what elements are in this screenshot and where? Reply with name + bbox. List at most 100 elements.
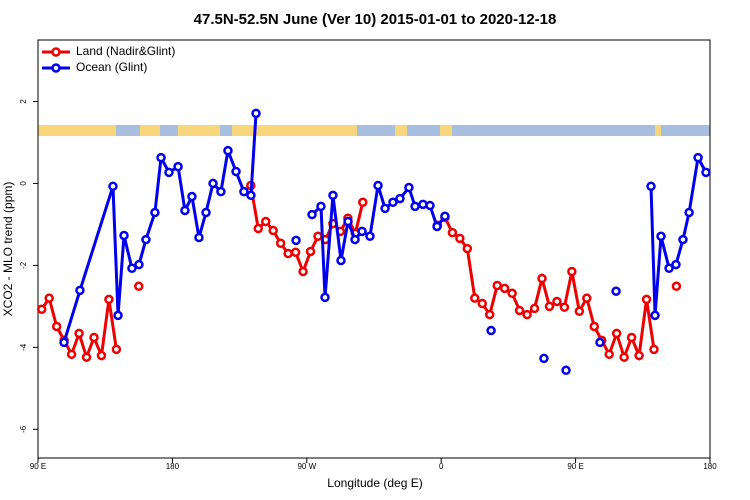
series-line xyxy=(62,113,708,343)
point xyxy=(180,205,190,216)
point xyxy=(119,230,129,241)
point xyxy=(81,352,92,362)
point xyxy=(59,337,69,348)
point xyxy=(477,298,488,309)
point xyxy=(201,207,211,218)
legend-marker xyxy=(51,47,61,57)
point xyxy=(108,181,118,192)
point xyxy=(649,344,659,355)
point xyxy=(260,216,271,227)
point xyxy=(492,280,502,291)
point xyxy=(231,166,241,177)
point xyxy=(298,266,308,277)
point xyxy=(664,263,674,274)
point xyxy=(559,302,570,312)
point xyxy=(156,152,166,163)
point xyxy=(246,190,256,201)
point xyxy=(440,211,450,221)
point xyxy=(574,306,585,317)
point xyxy=(619,352,629,362)
point xyxy=(187,191,197,202)
point xyxy=(684,207,694,218)
point xyxy=(611,328,622,339)
point xyxy=(253,223,264,234)
y-tick-label: 2 xyxy=(19,99,28,104)
point xyxy=(537,273,547,284)
x-tick-label: 90 W xyxy=(297,462,316,471)
y-axis-label: XCO2 - MLO trend (ppm) xyxy=(1,182,15,317)
y-tick-label: -2 xyxy=(19,261,28,269)
x-tick-label: 90 E xyxy=(567,462,583,471)
point xyxy=(74,328,84,339)
point xyxy=(104,294,114,305)
point xyxy=(357,226,367,237)
point xyxy=(432,221,442,232)
plot-frame xyxy=(37,39,711,459)
point xyxy=(656,231,666,242)
y-tick-label: 0 xyxy=(19,181,28,186)
point xyxy=(134,259,144,270)
point xyxy=(127,263,137,274)
x-tick-label: 0 xyxy=(439,462,444,471)
point xyxy=(395,193,405,204)
legend-marker xyxy=(51,63,61,73)
point xyxy=(693,152,703,163)
point xyxy=(239,186,249,197)
point xyxy=(626,332,637,343)
point xyxy=(499,283,510,294)
y-tick-label: -6 xyxy=(19,425,28,433)
point xyxy=(567,266,577,277)
point xyxy=(208,178,218,189)
x-tick-label: 180 xyxy=(703,462,717,471)
point xyxy=(365,231,375,242)
point xyxy=(275,238,286,249)
x-tick-label: 90 E xyxy=(30,462,46,471)
point xyxy=(75,285,85,296)
point xyxy=(89,332,99,343)
point xyxy=(529,303,540,314)
point xyxy=(350,234,360,245)
point xyxy=(561,365,571,376)
point xyxy=(251,108,261,119)
point xyxy=(291,235,301,246)
point xyxy=(36,304,47,314)
point xyxy=(701,167,711,178)
point xyxy=(313,231,323,242)
point xyxy=(462,243,473,254)
point xyxy=(611,286,621,296)
point xyxy=(316,201,326,212)
point xyxy=(290,247,301,258)
point xyxy=(194,232,204,243)
point xyxy=(671,281,682,292)
point xyxy=(595,337,605,348)
point xyxy=(514,305,525,316)
point xyxy=(51,321,62,332)
point xyxy=(358,197,368,208)
point xyxy=(164,167,174,178)
point xyxy=(307,209,317,220)
point xyxy=(373,180,383,191)
point xyxy=(646,181,656,192)
chart-title: 47.5N-52.5N June (Ver 10) 2015-01-01 to … xyxy=(194,11,557,28)
point xyxy=(283,248,293,259)
point xyxy=(328,190,338,201)
point xyxy=(425,200,435,211)
point xyxy=(320,292,330,303)
point xyxy=(544,301,555,312)
point xyxy=(484,309,495,320)
point xyxy=(96,350,107,361)
land-ocean-band xyxy=(38,125,710,136)
point xyxy=(650,310,660,321)
point xyxy=(150,207,160,218)
x-axis-label: Longitude (deg E) xyxy=(327,476,422,490)
point xyxy=(470,293,480,303)
point xyxy=(522,309,532,320)
point xyxy=(552,296,562,307)
point xyxy=(388,197,398,208)
point xyxy=(343,216,353,227)
legend-label: Land (Nadir&Glint) xyxy=(76,44,175,58)
y-tick-label: -4 xyxy=(19,343,28,351)
point xyxy=(604,349,614,360)
point xyxy=(173,161,183,172)
point xyxy=(111,344,122,355)
